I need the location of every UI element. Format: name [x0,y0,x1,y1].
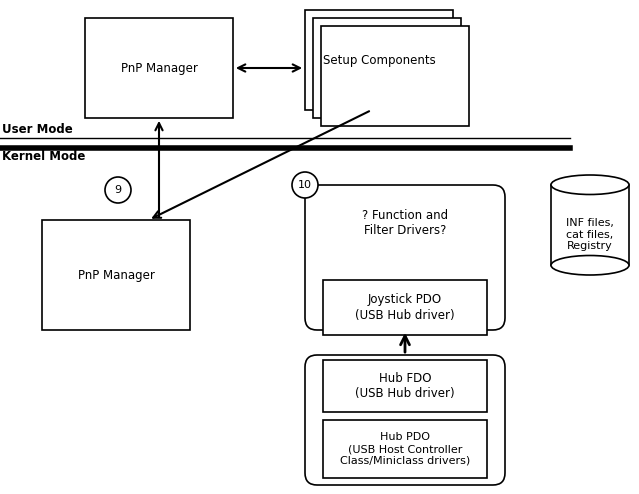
Text: User Mode: User Mode [2,123,73,136]
Text: Joystick PDO
(USB Hub driver): Joystick PDO (USB Hub driver) [355,293,455,322]
Bar [313,18,461,118]
Text: ? Function and
Filter Drivers?: ? Function and Filter Drivers? [362,209,448,237]
FancyBboxPatch shape [305,355,505,485]
Bar [323,360,487,412]
Text: Kernel Mode: Kernel Mode [2,150,86,163]
Text: Hub PDO
(USB Host Controller
Class/Miniclass drivers): Hub PDO (USB Host Controller Class/Minic… [340,432,470,466]
Text: INF files,
cat files,
Registry: INF files, cat files, Registry [566,218,614,251]
Bar [85,18,233,118]
Bar [323,280,487,335]
Ellipse shape [551,175,629,195]
Text: Hub FDO
(USB Hub driver): Hub FDO (USB Hub driver) [355,372,455,400]
Text: 9: 9 [114,185,121,195]
Text: PnP Manager: PnP Manager [77,269,155,282]
Bar [323,420,487,478]
Circle shape [105,177,131,203]
Text: PnP Manager: PnP Manager [121,61,197,75]
Bar [321,26,469,126]
FancyBboxPatch shape [305,185,505,330]
Bar [305,10,453,110]
Text: 10: 10 [298,180,312,190]
Bar [42,220,190,330]
Circle shape [292,172,318,198]
Ellipse shape [551,255,629,275]
Text: Setup Components: Setup Components [323,53,435,67]
